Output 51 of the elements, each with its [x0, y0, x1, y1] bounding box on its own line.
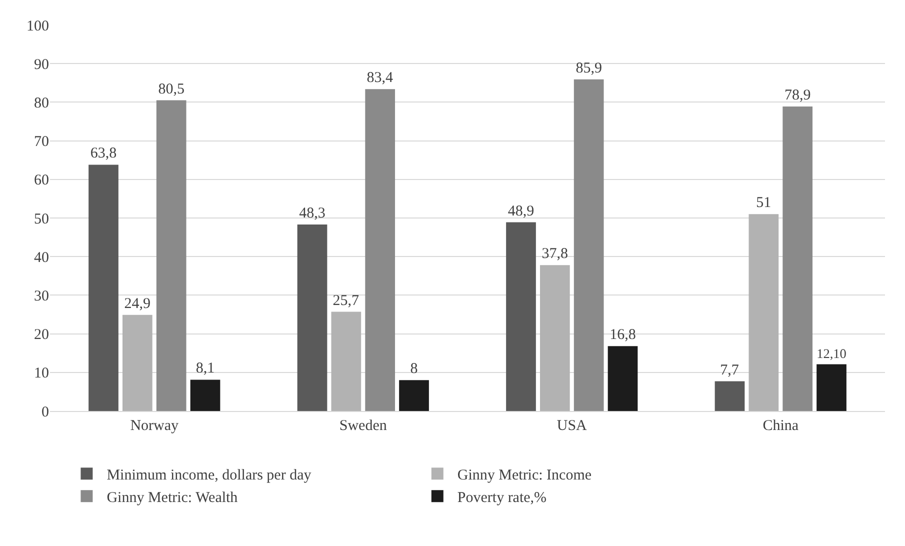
data-label: 85,9 — [576, 60, 602, 76]
data-label: 8 — [410, 361, 418, 378]
bar — [297, 224, 328, 411]
y-tick-label: 80 — [34, 95, 49, 112]
x-tick-label: Sweden — [339, 418, 388, 434]
x-tick-label: Norway — [130, 418, 180, 434]
y-tick-label: 10 — [34, 366, 49, 382]
bar — [331, 312, 362, 411]
bar — [399, 380, 429, 411]
legend-label: Ginny Metric: Income — [457, 467, 592, 484]
data-label: 83,4 — [366, 70, 394, 86]
bar — [608, 346, 638, 411]
y-tick-label: 90 — [34, 56, 49, 73]
data-label: 37,8 — [542, 246, 568, 262]
legend-label: Ginny Metric: Wealth — [106, 490, 238, 506]
bar — [156, 100, 186, 411]
data-label: 48,3 — [299, 206, 326, 222]
bar — [88, 164, 118, 411]
bar — [714, 381, 745, 411]
bar — [122, 314, 152, 411]
y-tick-label: 40 — [34, 250, 49, 266]
bar — [190, 380, 220, 411]
bar — [574, 79, 604, 411]
x-tick-label: China — [762, 418, 799, 434]
data-label: 7,7 — [720, 362, 740, 378]
data-label: 51 — [756, 195, 772, 212]
bar — [782, 106, 813, 411]
y-tick-label: 30 — [34, 288, 49, 304]
bar — [506, 222, 536, 411]
bar — [540, 265, 570, 411]
bar — [365, 89, 396, 411]
data-label: 8,1 — [196, 360, 215, 377]
y-tick-label: 70 — [34, 134, 49, 150]
y-tick-label: 20 — [34, 327, 49, 344]
y-tick-label: 60 — [34, 172, 49, 189]
data-label: 78,9 — [784, 87, 811, 104]
legend-label: Minimum income, dollars per day — [106, 467, 312, 484]
data-label: 48,9 — [508, 203, 534, 220]
data-label: 16,8 — [610, 327, 636, 344]
legend-label: Poverty rate,% — [457, 490, 547, 506]
data-label: 63,8 — [90, 146, 117, 162]
data-label: 12,10 — [816, 346, 847, 361]
bar — [816, 364, 846, 411]
data-label: 80,5 — [158, 81, 184, 98]
bar — [748, 214, 779, 411]
y-tick-label: 50 — [34, 211, 49, 228]
data-label: 25,7 — [332, 292, 360, 309]
y-tick-label: 0 — [42, 404, 49, 420]
y-tick-label: 100 — [26, 18, 49, 34]
data-label: 24,9 — [124, 296, 151, 312]
x-tick-label: USA — [556, 418, 588, 434]
